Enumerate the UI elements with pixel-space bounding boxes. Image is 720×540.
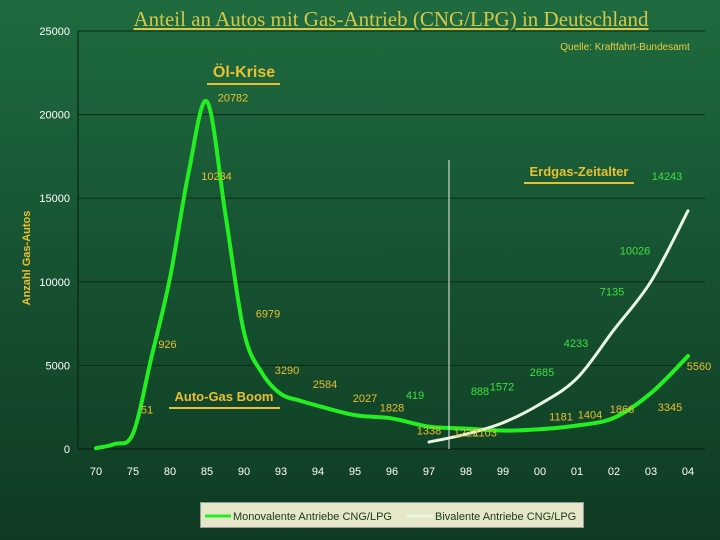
data-label: 5560 [687,361,711,373]
x-tick-label: 98 [460,466,472,478]
x-tick-label: 97 [423,466,435,478]
data-label: 1828 [380,402,404,414]
x-tick-label: 94 [312,466,324,478]
annotation-natural-gas-era: Erdgas-Zeitalter [530,164,629,179]
y-tick-label: 0 [64,444,70,456]
data-label: 2027 [353,393,377,405]
x-tick-label: 93 [275,466,287,478]
data-label: 1338 [417,426,441,438]
data-label: 14243 [652,171,683,183]
annotation-oil-crisis: Öl-Krise [213,62,275,81]
x-tick-label: 02 [608,466,620,478]
x-tick-label: 85 [201,466,213,478]
y-axis-label: Anzahl Gas-Autos [21,211,33,306]
x-tick-label: 75 [127,466,139,478]
data-label: 3345 [658,402,682,414]
series-lines [94,99,690,451]
legend: Monovalente Antriebe CNG/LPG Bivalente A… [200,502,584,528]
axes: 0 5000 10000 15000 20000 25000 70 75 80 85 90 93 94 9… [39,26,705,478]
chart-texts: Anteil an Autos mit Gas-Antrieb (CNG/LPG… [21,7,690,449]
x-tick-label: 00 [534,466,546,478]
series-line-bivalent [427,209,690,444]
y-tick-label: 25000 [39,26,70,38]
data-label: 2584 [313,379,337,391]
data-label: 20782 [218,93,249,105]
chart-title: Anteil an Autos mit Gas-Antrieb (CNG/LPG… [133,7,649,31]
x-tick-label: 03 [645,466,657,478]
data-label: 888 [471,386,489,398]
data-label: 1181 [549,411,573,423]
grid-lines [78,30,705,366]
y-tick-label: 10000 [39,277,70,289]
data-label: 1103 [473,428,497,440]
x-tick-label: 99 [497,466,509,478]
x-tick-label: 80 [164,466,176,478]
x-tick-label: 70 [90,466,102,478]
data-label: 10026 [620,245,651,257]
data-label: 3290 [275,365,299,377]
data-label: 4233 [564,338,588,350]
x-tick-label: 04 [682,466,694,478]
data-label: 1222 [454,428,478,440]
data-label: 51 [141,405,153,417]
y-tick-label: 20000 [39,110,70,122]
legend-label-mono: Monovalente Antriebe CNG/LPG [233,511,392,523]
x-tick-label: 96 [386,466,398,478]
x-tick-label: 01 [571,466,583,478]
source-note: Quelle: Kraftfahrt-Bundesamt [560,42,690,53]
data-label: 2685 [530,367,554,379]
x-tick-label: 90 [238,466,250,478]
x-tick-label: 95 [349,466,361,478]
data-label: 10234 [201,171,232,183]
legend-label-bi: Bivalente Antriebe CNG/LPG [435,511,576,523]
data-label: 1866 [610,404,634,416]
annotation-autogas-boom: Auto-Gas Boom [175,389,274,404]
data-label: 1572 [490,382,514,394]
data-label: 1404 [578,410,602,422]
data-label: 7135 [600,287,624,299]
series-line-monovalent [94,99,690,451]
data-label: 419 [406,390,424,402]
data-label: 926 [158,339,176,351]
y-tick-label: 15000 [39,193,70,205]
y-tick-label: 5000 [46,360,70,372]
data-label: 6979 [256,308,280,320]
